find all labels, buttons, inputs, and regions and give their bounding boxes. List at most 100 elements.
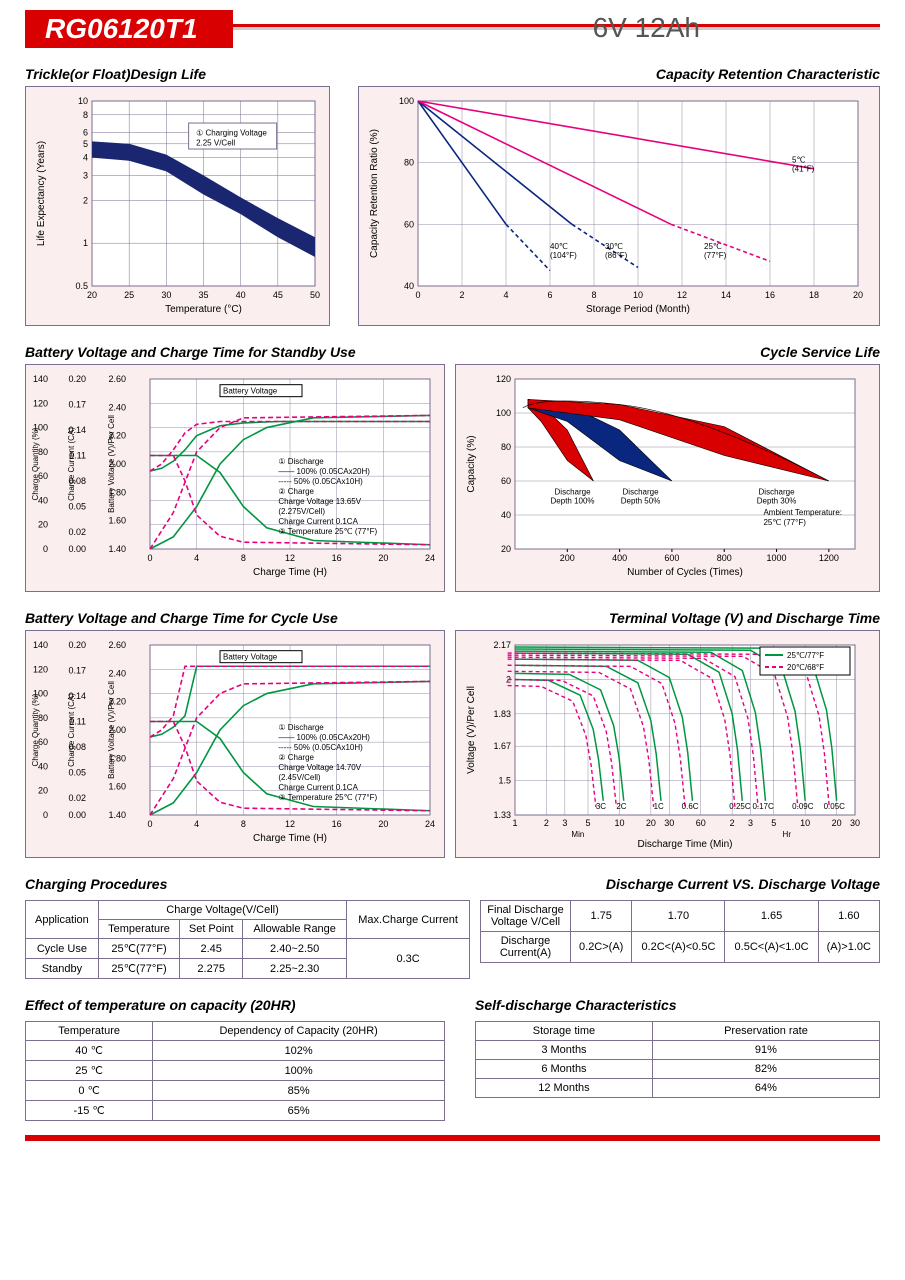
chart1-svg: 202530354045500.5123456810Temperature (°… [30, 91, 325, 321]
svg-text:120: 120 [33, 398, 48, 408]
svg-text:20: 20 [501, 544, 511, 554]
svg-text:20: 20 [832, 818, 842, 828]
svg-text:20: 20 [646, 818, 656, 828]
svg-text:20: 20 [87, 290, 97, 300]
svg-text:100: 100 [496, 408, 511, 418]
svg-text:1.40: 1.40 [108, 544, 126, 554]
svg-text:0: 0 [147, 553, 152, 563]
self-discharge-table: Storage timePreservation rate3 Months91%… [475, 1021, 880, 1098]
svg-text:140: 140 [33, 640, 48, 650]
svg-text:2.60: 2.60 [108, 374, 126, 384]
svg-text:Charge Time (H): Charge Time (H) [253, 833, 327, 844]
chart3-svg: 048121620240204060801001201400.000.020.0… [30, 369, 440, 587]
chart2-title: Capacity Retention Characteristic [358, 66, 880, 82]
svg-text:16: 16 [765, 290, 775, 300]
svg-text:10: 10 [614, 818, 624, 828]
svg-text:Discharge: Discharge [759, 488, 796, 497]
svg-text:Discharge: Discharge [555, 488, 592, 497]
svg-text:----- 50% (0.05CAx10H): ----- 50% (0.05CAx10H) [278, 743, 363, 752]
svg-text:1: 1 [512, 818, 517, 828]
chart2-svg: 0246810121416182040608010040℃(104°F)30℃(… [363, 91, 868, 321]
svg-text:3C: 3C [596, 802, 606, 811]
discharge-voltage-table: Final Discharge Voltage V/Cell1.751.701.… [480, 900, 880, 963]
svg-text:30℃: 30℃ [605, 242, 623, 251]
svg-text:12: 12 [285, 553, 295, 563]
svg-text:800: 800 [717, 553, 732, 563]
svg-text:25℃/77°F: 25℃/77°F [787, 651, 824, 660]
spec-text: 6V 12Ah [593, 12, 700, 44]
svg-text:2.40: 2.40 [108, 668, 126, 678]
svg-text:0.17C: 0.17C [752, 802, 774, 811]
svg-text:Life Expectancy (Years): Life Expectancy (Years) [36, 141, 47, 246]
svg-text:0.6C: 0.6C [682, 802, 699, 811]
chart4-title: Cycle Service Life [455, 344, 880, 360]
svg-text:2: 2 [83, 195, 88, 205]
svg-text:6: 6 [83, 128, 88, 138]
svg-text:0: 0 [147, 819, 152, 829]
svg-text:10: 10 [633, 290, 643, 300]
svg-text:1200: 1200 [819, 553, 839, 563]
svg-text:20: 20 [38, 786, 48, 796]
header: RG06120T1 6V 12Ah [25, 10, 880, 48]
svg-text:(41°F): (41°F) [792, 165, 815, 174]
svg-text:30: 30 [664, 818, 674, 828]
svg-text:Charge Current 0.1CA: Charge Current 0.1CA [278, 783, 358, 792]
svg-text:8: 8 [83, 110, 88, 120]
svg-text:3: 3 [83, 170, 88, 180]
svg-text:4: 4 [83, 153, 88, 163]
svg-text:5: 5 [83, 139, 88, 149]
svg-text:100: 100 [399, 96, 414, 106]
table2-title: Discharge Current VS. Discharge Voltage [480, 876, 880, 892]
svg-text:60: 60 [696, 818, 706, 828]
svg-text:1: 1 [83, 238, 88, 248]
svg-text:40: 40 [404, 281, 414, 291]
svg-text:Temperature (°C): Temperature (°C) [165, 304, 242, 315]
svg-text:14: 14 [721, 290, 731, 300]
svg-text:24: 24 [425, 553, 435, 563]
svg-text:2: 2 [730, 818, 735, 828]
svg-text:Number of Cycles (Times): Number of Cycles (Times) [627, 567, 743, 578]
svg-text:60: 60 [404, 219, 414, 229]
svg-text:1.67: 1.67 [493, 741, 511, 751]
chart3-panel: 048121620240204060801001201400.000.020.0… [25, 364, 445, 592]
footer-red-bar [25, 1135, 880, 1141]
svg-text:5: 5 [771, 818, 776, 828]
svg-text:0.05C: 0.05C [824, 802, 846, 811]
svg-text:80: 80 [501, 442, 511, 452]
svg-text:2.25 V/Cell: 2.25 V/Cell [196, 139, 235, 148]
svg-text:4: 4 [194, 819, 199, 829]
svg-text:① Discharge: ① Discharge [278, 723, 324, 732]
svg-text:5℃: 5℃ [792, 156, 805, 165]
svg-text:18: 18 [809, 290, 819, 300]
svg-text:30: 30 [161, 290, 171, 300]
svg-text:0.00: 0.00 [68, 810, 86, 820]
svg-text:20: 20 [853, 290, 863, 300]
table4-title: Self-discharge Characteristics [475, 997, 880, 1013]
svg-text:Charge Quantity (%): Charge Quantity (%) [31, 427, 40, 500]
svg-text:1.5: 1.5 [498, 776, 511, 786]
svg-text:Battery Voltage: Battery Voltage [223, 653, 278, 662]
svg-text:Storage Period (Month): Storage Period (Month) [586, 304, 690, 315]
svg-text:24: 24 [425, 819, 435, 829]
svg-text:600: 600 [664, 553, 679, 563]
svg-text:8: 8 [591, 290, 596, 300]
svg-text:4: 4 [194, 553, 199, 563]
svg-text:Charge Current (CA): Charge Current (CA) [67, 427, 76, 501]
svg-text:Battery Voltage (V)/Per Cell: Battery Voltage (V)/Per Cell [107, 681, 116, 779]
svg-text:25: 25 [124, 290, 134, 300]
svg-text:0.17: 0.17 [68, 400, 86, 410]
svg-text:40: 40 [501, 510, 511, 520]
svg-text:Hr: Hr [783, 830, 792, 839]
svg-text:40: 40 [236, 290, 246, 300]
svg-text:20: 20 [378, 819, 388, 829]
svg-text:2: 2 [459, 290, 464, 300]
svg-text:1C: 1C [654, 802, 664, 811]
svg-text:20: 20 [378, 553, 388, 563]
svg-text:0.02: 0.02 [68, 793, 86, 803]
chart5-svg: 048121620240204060801001201400.000.020.0… [30, 635, 440, 853]
svg-text:20: 20 [38, 520, 48, 530]
svg-text:(77°F): (77°F) [704, 251, 727, 260]
svg-text:140: 140 [33, 374, 48, 384]
svg-text:8: 8 [241, 553, 246, 563]
svg-text:Discharge: Discharge [623, 488, 660, 497]
